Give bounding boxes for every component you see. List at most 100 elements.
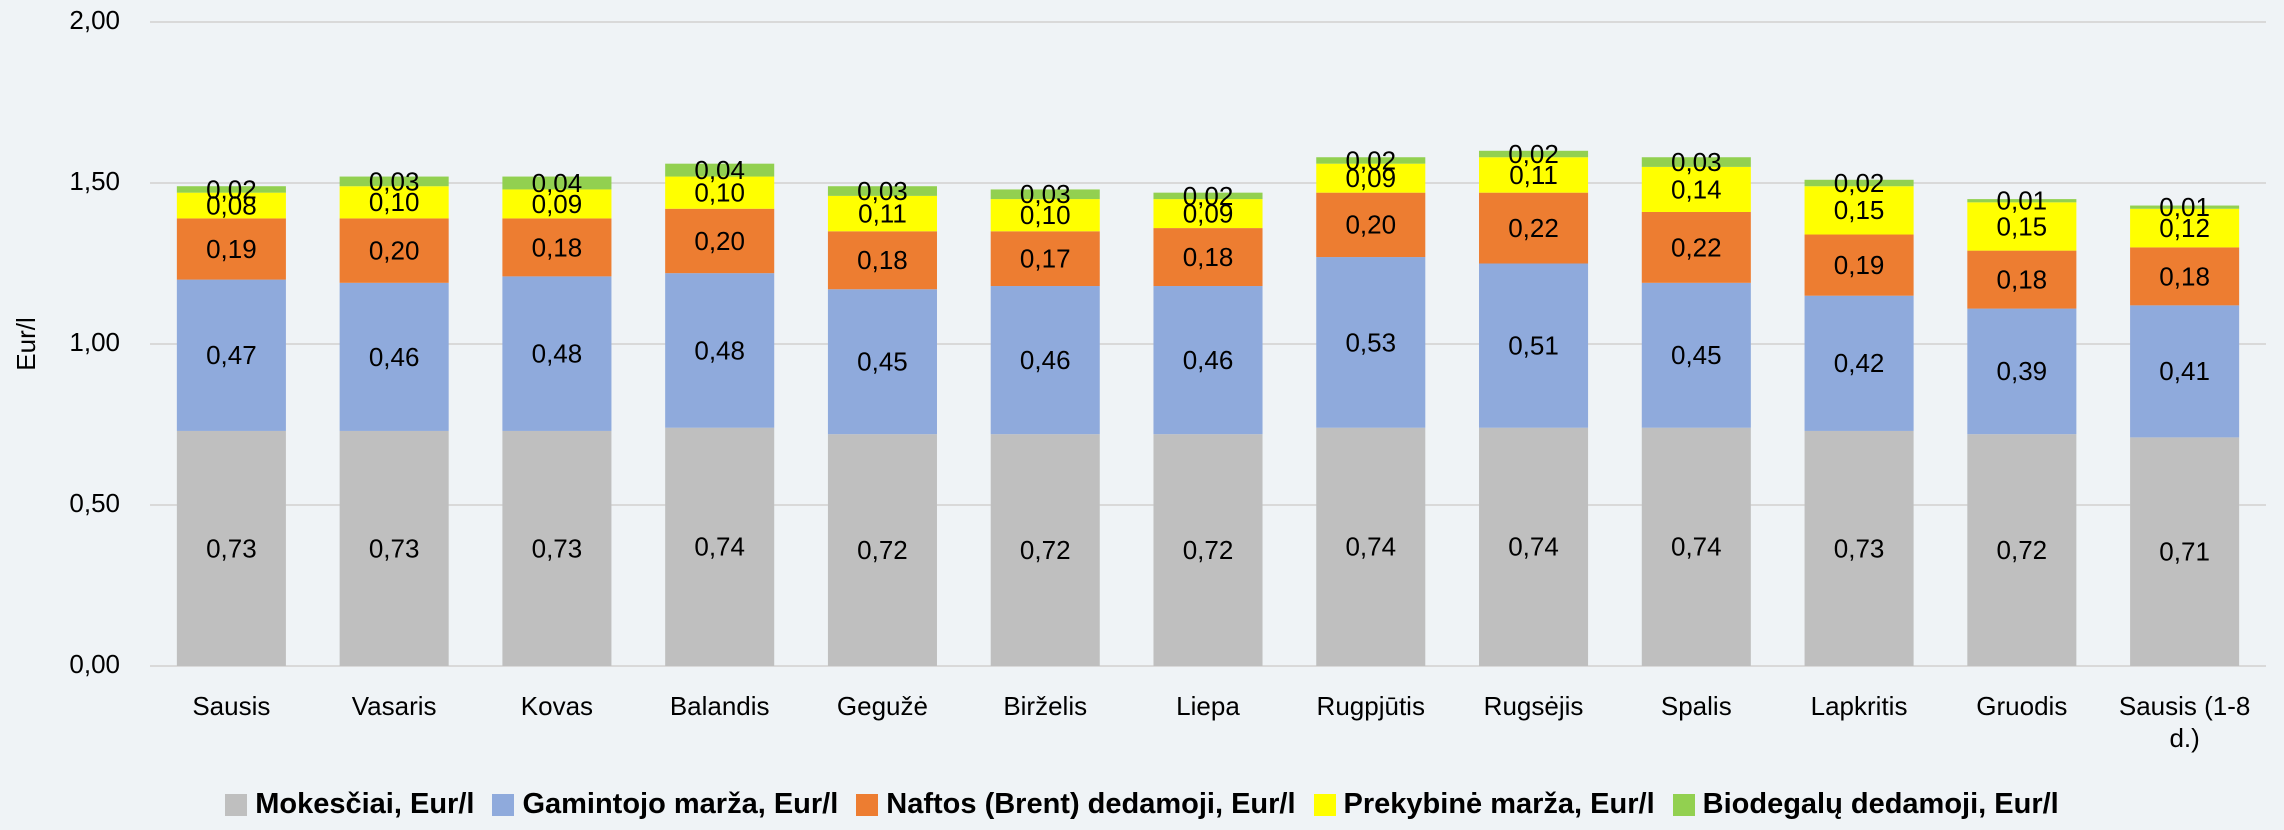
data-label: 0,19: [206, 234, 257, 264]
x-tick-label: Rugsėjis: [1483, 691, 1584, 721]
bar-segment: [827, 231, 937, 290]
bar-segment: [1967, 250, 2077, 309]
bar-segment: [1316, 163, 1426, 193]
x-tick-label: Vasaris: [351, 691, 437, 721]
data-label: 0,01: [1997, 186, 2048, 216]
y-tick-label: 1,00: [69, 327, 120, 357]
data-label: 0,18: [2159, 261, 2210, 291]
bar-segment: [1641, 157, 1751, 167]
bar-segment: [827, 195, 937, 232]
bar-segment: [1967, 434, 2077, 666]
data-label: 0,04: [694, 155, 745, 185]
x-tick-label: Gegužė: [836, 691, 928, 721]
bar-segment: [990, 189, 1100, 200]
bar-segment: [502, 189, 612, 219]
data-label: 0,73: [369, 533, 420, 563]
data-label: 0,22: [1671, 232, 1722, 262]
bar-segment: [1641, 282, 1751, 428]
bar-segment: [1804, 186, 1914, 235]
data-label: 0,01: [2159, 192, 2210, 222]
legend-item: Gamintojo marža, Eur/l: [492, 788, 838, 821]
data-label: 0,14: [1671, 174, 1722, 204]
x-tick-label: Gruodis: [1976, 691, 2068, 721]
data-label: 0,18: [532, 232, 583, 262]
bar-segment: [339, 186, 449, 219]
data-label: 0,20: [369, 235, 420, 265]
legend-label: Prekybinė marža, Eur/l: [1343, 788, 1655, 820]
data-label: 0,47: [206, 340, 257, 370]
bar-segment: [990, 231, 1100, 287]
legend-label: Mokesčiai, Eur/l: [255, 788, 475, 820]
data-label: 0,20: [1345, 210, 1396, 240]
data-label: 0,72: [1020, 535, 1071, 565]
bar-segment: [1316, 427, 1426, 666]
data-label: 0,18: [857, 245, 908, 275]
data-label: 0,02: [1508, 139, 1559, 169]
bar-segment: [176, 430, 286, 666]
bar-segment: [1641, 211, 1751, 283]
data-label: 0,46: [1183, 345, 1234, 375]
bar-segment: [176, 218, 286, 280]
data-label: 0,45: [857, 347, 908, 377]
data-label: 0,10: [1020, 200, 1071, 230]
bar-segment: [176, 192, 286, 219]
bar-segment: [665, 427, 775, 666]
bar-segment: [1153, 192, 1263, 200]
data-label: 0,03: [1671, 147, 1722, 177]
chart: Eur/l 0,00 0,50 1,00 1,50 2,00 0,73 0,47 0,19 0,…: [11, 5, 2266, 679]
legend-swatch: [856, 793, 879, 816]
data-label: 0,73: [532, 533, 583, 563]
bar-segment: [1479, 192, 1589, 264]
x-tick-label: Spalis: [1660, 691, 1732, 721]
y-tick-label: 0,50: [69, 488, 120, 518]
data-label: 0,02: [206, 174, 257, 204]
bar-segment: [665, 208, 775, 274]
data-label: 0,03: [857, 176, 908, 206]
data-label: 0,08: [206, 190, 257, 220]
bar-segment: [339, 282, 449, 431]
data-label: 0,17: [1020, 244, 1071, 274]
data-label: 0,04: [532, 168, 583, 198]
data-label: 0,02: [1834, 168, 1885, 198]
bar-segment: [2130, 437, 2240, 666]
data-label: 0,09: [1183, 198, 1234, 228]
data-label: 0,03: [1020, 179, 1071, 209]
y-axis-label: Eur/l: [11, 317, 41, 370]
data-label: 0,10: [369, 187, 420, 217]
bar-segment: [1967, 199, 2077, 203]
data-label: 0,48: [532, 339, 583, 369]
bar-segment: [2130, 208, 2240, 248]
data-label: 0,46: [369, 342, 420, 372]
bar-segment: [1479, 427, 1589, 666]
y-tick-label: 0,00: [69, 649, 120, 679]
legend-item: Biodegalų dedamoji, Eur/l: [1672, 788, 2059, 821]
x-tick-label: Birželis: [1003, 691, 1088, 721]
bar-segment: [1316, 157, 1426, 164]
bar-segment: [2130, 247, 2240, 306]
bar-segment: [1641, 427, 1751, 666]
data-label: 0,46: [1020, 345, 1071, 375]
data-label: 0,74: [1345, 532, 1396, 562]
data-label: 0,20: [694, 226, 745, 256]
data-label: 0,03: [369, 166, 420, 196]
legend-item: Prekybinė marža, Eur/l: [1313, 788, 1655, 821]
bar-segment: [1153, 199, 1263, 229]
data-label: 0,11: [858, 198, 907, 228]
data-label: 0,39: [1997, 356, 2048, 386]
y-tick-label: 1,50: [69, 166, 120, 196]
bar-segment: [2130, 305, 2240, 438]
data-label: 0,51: [1508, 330, 1559, 360]
data-label: 0,09: [1345, 163, 1396, 193]
bar-segment: [1804, 295, 1914, 431]
bar-segment: [827, 434, 937, 666]
data-label: 0,48: [694, 335, 745, 365]
bar-segment: [665, 176, 775, 209]
legend-label: Biodegalų dedamoji, Eur/l: [1702, 788, 2059, 820]
data-label: 0,42: [1834, 348, 1885, 378]
data-label: 0,18: [1183, 242, 1234, 272]
bar-segment: [1967, 202, 2077, 251]
legend-swatch: [225, 793, 248, 816]
bar-segment: [1479, 263, 1589, 428]
legend-swatch: [1313, 793, 1336, 816]
data-label: 0,15: [1834, 195, 1885, 225]
